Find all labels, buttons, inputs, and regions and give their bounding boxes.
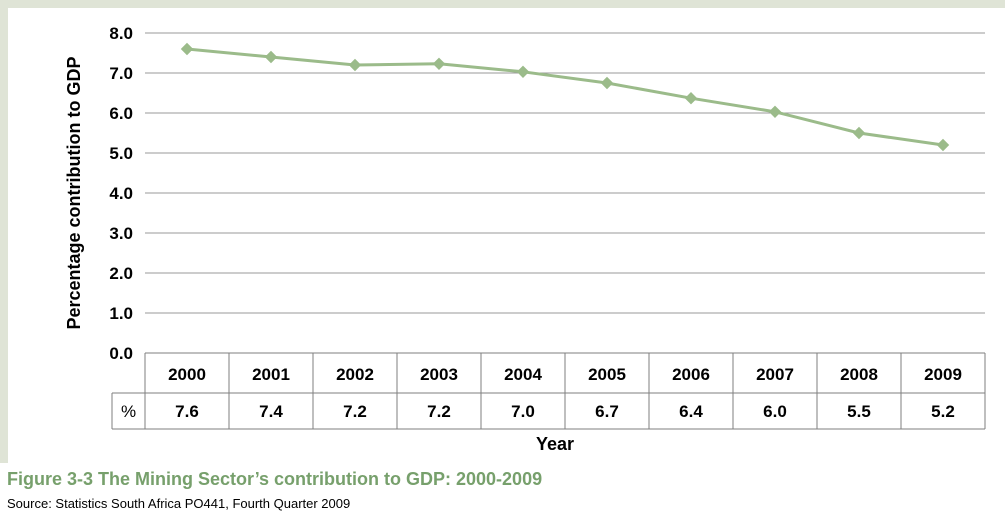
table-value-4: 7.0: [511, 402, 535, 421]
y-tick-label-7: 7.0: [109, 64, 133, 83]
data-point-9: [936, 138, 950, 152]
x-category-label-3: 2003: [420, 365, 458, 384]
data-point-0: [180, 42, 194, 56]
data-point-3: [432, 57, 446, 71]
chart-frame: [0, 0, 1005, 463]
x-category-label-7: 2007: [756, 365, 794, 384]
y-axis-title: Percentage contribution to GDP: [64, 56, 84, 329]
table-value-1: 7.4: [259, 402, 283, 421]
data-point-4: [516, 65, 530, 79]
figure-caption: Figure 3-3 The Mining Sector’s contribut…: [7, 469, 543, 489]
y-tick-label-5: 5.0: [109, 144, 133, 163]
x-category-label-0: 2000: [168, 365, 206, 384]
table-value-2: 7.2: [343, 402, 367, 421]
table-value-7: 6.0: [763, 402, 787, 421]
data-point-8: [852, 126, 866, 140]
data-point-1: [264, 50, 278, 64]
x-category-label-6: 2006: [672, 365, 710, 384]
series-line: [186, 47, 944, 147]
table-value-8: 5.5: [847, 402, 871, 421]
table-value-0: 7.6: [175, 402, 199, 421]
x-axis-title: Year: [536, 434, 574, 454]
data-point-6: [684, 91, 698, 105]
plot-area: [8, 8, 1005, 463]
table-value-3: 7.2: [427, 402, 451, 421]
y-tick-label-6: 6.0: [109, 104, 133, 123]
table-value-9: 5.2: [931, 402, 955, 421]
y-tick-label-2: 2.0: [109, 264, 133, 283]
figure-source: Source: Statistics South Africa PO441, F…: [7, 496, 351, 511]
x-category-label-8: 2008: [840, 365, 878, 384]
x-category-label-2: 2002: [336, 365, 374, 384]
table-value-5: 6.7: [595, 402, 619, 421]
x-category-label-4: 2004: [504, 365, 542, 384]
data-point-2: [348, 58, 362, 72]
data-point-5: [600, 76, 614, 90]
x-category-label-5: 2005: [588, 365, 626, 384]
y-tick-label-8: 8.0: [109, 24, 133, 43]
data-point-7: [768, 105, 782, 119]
table-value-6: 6.4: [679, 402, 703, 421]
x-category-label-9: 2009: [924, 365, 962, 384]
y-tick-label-4: 4.0: [109, 184, 133, 203]
y-tick-label-3: 3.0: [109, 224, 133, 243]
y-tick-label-0: 0.0: [109, 344, 133, 363]
x-category-label-1: 2001: [252, 365, 290, 384]
y-tick-label-1: 1.0: [109, 304, 133, 323]
line-chart: 0.0 1.0 2.0 3.0 4.0 5.0 6.0 7.0 8.0 Percentage co…: [64, 24, 986, 454]
table-row-label: %: [121, 402, 136, 421]
